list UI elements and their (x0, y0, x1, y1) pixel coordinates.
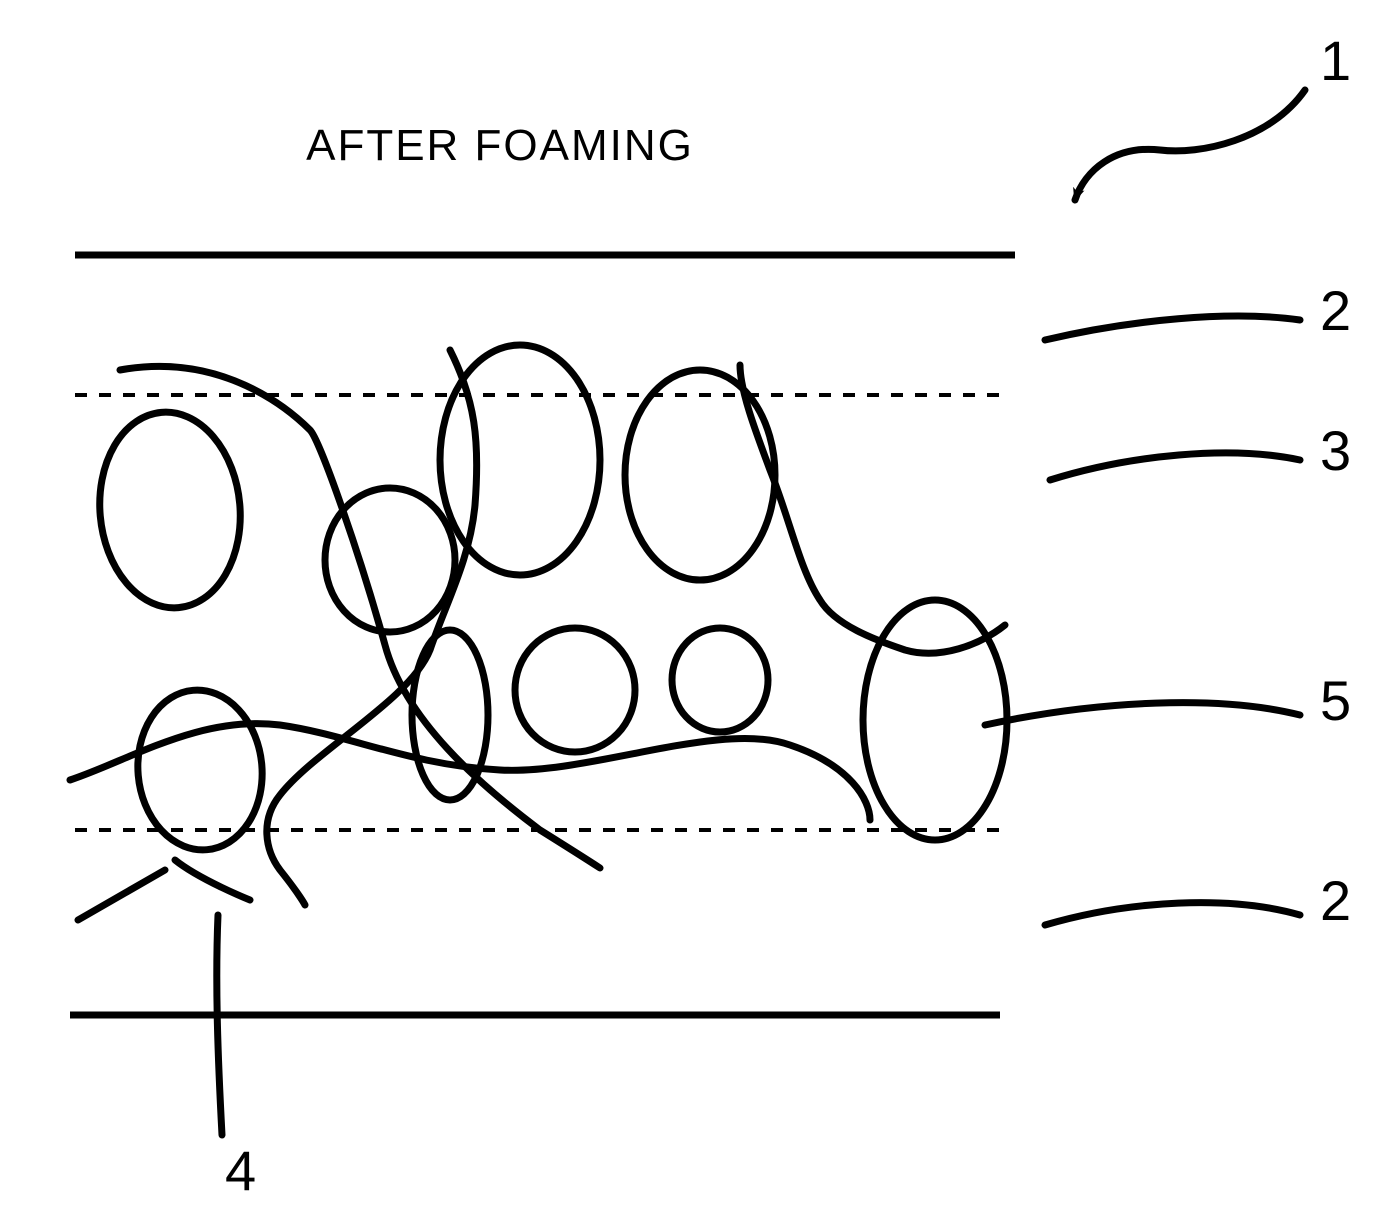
fiber-5 (78, 870, 165, 920)
bubble-2 (440, 345, 600, 575)
bubble-8 (863, 600, 1007, 840)
bubble-6 (672, 628, 768, 732)
label-1-0: 1 (1320, 29, 1351, 92)
diagram-title: AFTER FOAMING (306, 121, 694, 170)
leader-2-1 (1045, 316, 1300, 340)
leader-4-5 (217, 915, 222, 1135)
bubble-3 (625, 370, 775, 580)
label-3-2: 3 (1320, 419, 1351, 482)
label-5-3: 5 (1320, 669, 1351, 732)
leader-2-4 (1045, 903, 1300, 925)
fiber-4 (175, 860, 250, 900)
callout-labels: 1 2 3 5 2 4 (217, 29, 1351, 1202)
bubble-1 (325, 488, 455, 632)
diagram-after-foaming: AFTER FOAMING 1 2 3 5 2 4 (0, 0, 1390, 1215)
label-4-5: 4 (225, 1139, 256, 1202)
leader-3-2 (1050, 453, 1300, 480)
fiber-0 (120, 366, 600, 868)
label-2-1: 2 (1320, 279, 1351, 342)
leader-1-0 (1075, 90, 1305, 200)
leader-5-3 (985, 703, 1300, 725)
label-2-4: 2 (1320, 869, 1351, 932)
bubble-5 (515, 628, 635, 752)
foam-bubbles (92, 345, 1007, 855)
bubble-0 (92, 406, 249, 613)
